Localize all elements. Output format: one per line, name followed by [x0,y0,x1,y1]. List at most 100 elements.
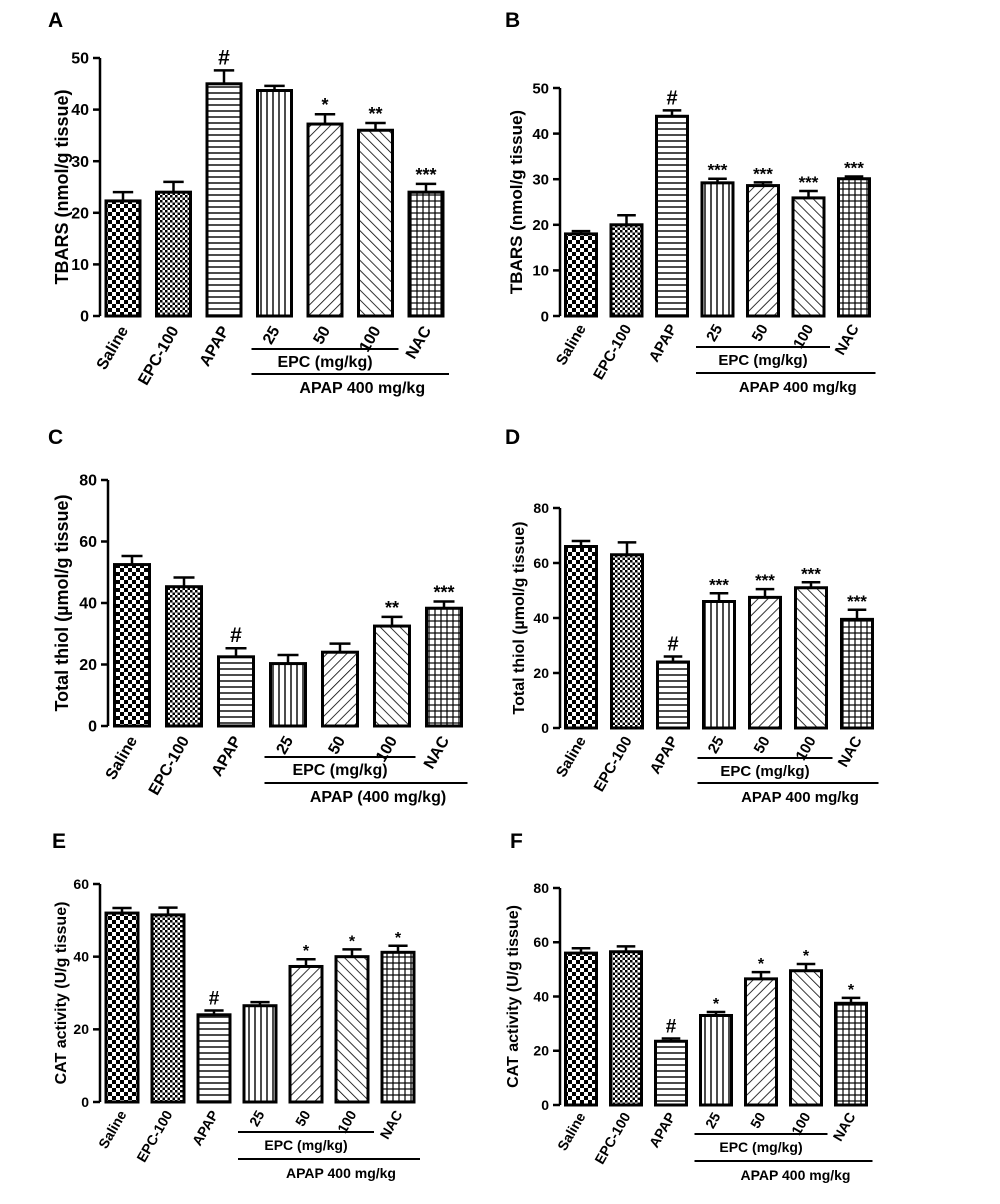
category-label: Saline [94,323,132,372]
bar-epc-100 [610,553,644,730]
bar-nac [837,177,871,318]
y-tick-label: 60 [73,876,89,892]
significance-label: *** [755,571,775,590]
category-label: NAC [403,323,435,362]
bar-saline [104,199,142,318]
apap-group-label: APAP 400 mg/kg [739,379,857,396]
bar-epc-100 [155,190,192,318]
bar-epc-50 [306,122,344,318]
category-label: 50 [292,1107,314,1129]
apap-group-label: APAP 400 mg/kg [299,380,425,397]
category-label: 50 [747,1109,769,1131]
category-label: 25 [702,1109,724,1131]
significance-label: *** [433,582,454,602]
category-label: APAP [189,1108,222,1149]
bar-epc-50 [744,977,778,1107]
bar-epc-100 [165,585,203,728]
significance-label: # [667,634,678,656]
significance-label: *** [708,161,728,180]
category-label: 25 [273,733,297,757]
y-tick-label: 50 [532,80,549,97]
bar-epc-100-apap [357,128,394,318]
significance-label: * [395,930,402,947]
bar-nac [425,606,463,728]
epc-group-label: EPC (mg/kg) [718,352,807,369]
epc-group-label: EPC (mg/kg) [720,763,809,780]
category-label: 25 [260,323,284,347]
bar-epc-25 [269,662,307,728]
y-tick-label: 20 [79,657,97,674]
bar-epc-100 [150,913,186,1104]
y-tick-label: 40 [73,949,89,965]
y-tick-label: 40 [79,596,97,613]
bar-epc-25 [699,1013,733,1107]
y-tick-label: 20 [73,1021,89,1037]
significance-label: * [321,95,328,115]
category-label: 25 [703,322,726,345]
significance-label: # [218,46,230,69]
category-label: Saline [554,1109,589,1153]
category-label: EPC-100 [591,734,636,795]
category-label: 25 [246,1107,268,1129]
category-label: NAC [835,733,866,770]
bar-epc-100-apap [791,196,826,318]
y-tick-label: 40 [533,988,549,1004]
panel-letter: A [48,9,63,32]
y-tick-label: 0 [541,308,549,325]
bar-apap [196,1013,232,1104]
bar-saline [564,951,598,1107]
category-label: APAP [646,1110,679,1151]
category-label: 100 [373,733,401,765]
category-label: APAP [197,323,234,369]
category-label: 50 [749,322,772,345]
y-tick-label: 60 [79,534,97,551]
significance-label: ** [368,104,382,124]
apap-group-label: APAP 400 mg/kg [286,1165,396,1181]
epc-group-label: EPC (mg/kg) [264,1137,347,1153]
category-label: APAP [646,322,681,366]
significance-label: *** [844,158,864,177]
category-label: Saline [553,734,590,781]
panel-letter: F [510,830,523,853]
apap-group-label: APAP (400 mg/kg) [310,789,446,806]
category-label: 50 [310,323,334,347]
bar-nac [840,617,874,730]
y-tick-label: 0 [541,720,549,736]
bar-saline [113,563,151,728]
bar-epc-100 [609,223,644,318]
epc-group-label: EPC (mg/kg) [292,762,387,779]
category-label: Saline [95,1107,130,1151]
y-tick-label: 10 [71,257,89,274]
y-tick-label: 0 [541,1097,549,1113]
y-tick-label: 80 [533,880,549,896]
y-axis-title: TBARS (nmol/g tissue) [507,110,526,294]
panel-c: C 0 20 40 60 80 Total thiol (µmol/g tissue) Sal… [48,426,468,806]
bar-saline [564,545,598,730]
y-tick-label: 0 [80,309,89,326]
bar-apap [654,1039,688,1107]
significance-label: # [666,1017,677,1038]
y-tick-label: 60 [533,934,549,950]
y-tick-label: 20 [532,217,549,234]
significance-label: *** [799,173,819,192]
category-label: NAC [832,321,863,358]
category-label: 50 [325,733,349,757]
significance-label: *** [753,164,773,183]
apap-group-label: APAP 400 mg/kg [741,789,859,806]
significance-label: *** [415,165,436,185]
y-axis-title: Total thiol (µmol/g tissue) [52,494,72,711]
category-label: EPC-100 [146,733,193,798]
bar-epc-50 [746,184,780,318]
y-tick-label: 20 [533,1043,549,1059]
bar-epc-25 [702,600,736,730]
significance-label: *** [801,564,821,583]
y-axis-title: TBARS (nmol/g tissue) [52,89,72,284]
y-tick-label: 0 [88,719,97,736]
bar-epc-25 [242,1004,278,1104]
category-label: NAC [829,1110,858,1144]
panel-d: D 0 20 40 60 80 Total thiol (µmol/g tissue) Sal… [505,426,879,806]
epc-group-label: EPC (mg/kg) [719,1139,802,1155]
